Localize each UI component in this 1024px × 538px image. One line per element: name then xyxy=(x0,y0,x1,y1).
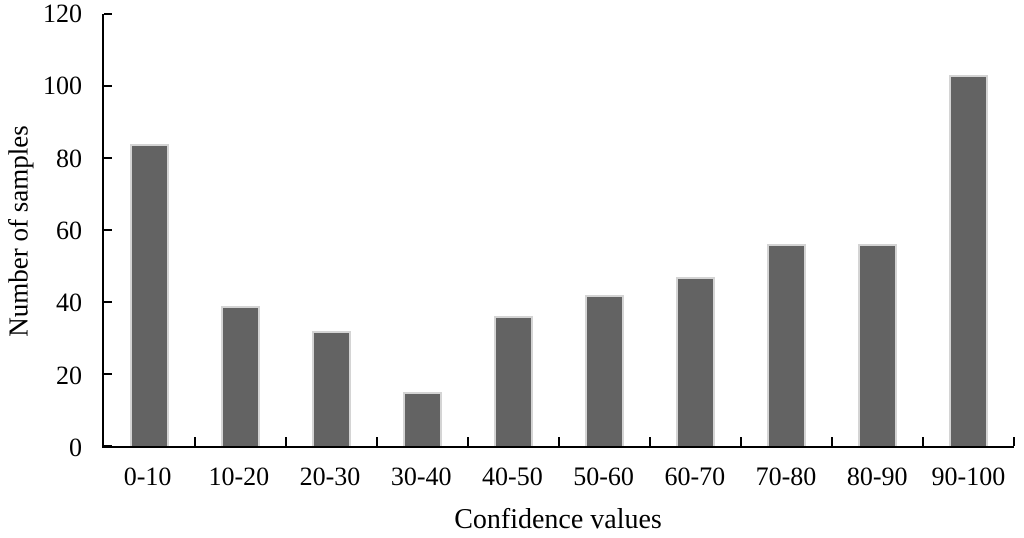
x-axis-tick-label: 20-30 xyxy=(299,462,361,491)
y-axis-tick xyxy=(104,300,112,304)
x-axis-tick xyxy=(284,437,288,446)
x-axis-tick xyxy=(648,437,652,446)
y-axis-tick-labels: 0 20 40 60 80 100 120 xyxy=(0,0,82,462)
y-axis-tick-label: 40 xyxy=(56,288,82,318)
x-axis-tick-label: 80-90 xyxy=(846,462,908,491)
y-axis-tick xyxy=(104,12,112,16)
x-axis-tick-label: 30-40 xyxy=(390,462,452,491)
x-axis-title: Confidence values xyxy=(454,504,662,535)
x-axis-tick xyxy=(739,437,743,446)
bar-60-70 xyxy=(675,276,716,446)
plot-area xyxy=(102,12,1016,448)
x-axis-tick-label: 40-50 xyxy=(482,462,543,491)
y-axis-tick xyxy=(104,84,112,88)
x-axis-tick xyxy=(557,437,561,446)
y-axis-tick xyxy=(104,444,112,448)
bar-0-10 xyxy=(129,143,170,446)
y-axis-tick-label: 100 xyxy=(43,71,82,101)
y-axis-tick-label: 0 xyxy=(69,433,82,462)
bar-10-20 xyxy=(220,305,261,446)
x-axis-tick-label: 50-60 xyxy=(573,462,634,491)
x-axis-tick-label: 90-100 xyxy=(931,462,1006,491)
x-axis-tick xyxy=(375,437,379,446)
x-axis-tick-label: 10-20 xyxy=(208,462,270,491)
x-axis-tick-label: 0-10 xyxy=(123,462,172,491)
bar-80-90 xyxy=(857,244,898,446)
x-axis-tick xyxy=(830,437,834,446)
x-axis-tick xyxy=(193,437,197,446)
x-axis-tick xyxy=(921,437,925,446)
y-axis-tick xyxy=(104,156,112,160)
y-axis-tick xyxy=(104,372,112,376)
bar-90-100 xyxy=(948,75,989,446)
y-axis-tick-label: 20 xyxy=(56,360,82,390)
y-axis-tick-label: 120 xyxy=(43,0,82,28)
y-axis-tick-label: 60 xyxy=(56,216,82,245)
bar-50-60 xyxy=(584,294,625,446)
bar-30-40 xyxy=(402,392,443,446)
x-axis-tick-labels: 0-10 10-20 20-30 30-40 40-50 50-60 60-70 70-80 8… xyxy=(102,460,1014,494)
bar-20-30 xyxy=(311,330,352,446)
x-axis-tick xyxy=(466,437,470,446)
x-axis-tick xyxy=(1012,437,1016,446)
bar-70-80 xyxy=(766,244,807,446)
y-axis-tick-label: 80 xyxy=(56,143,82,173)
x-axis-tick-label: 60-70 xyxy=(664,462,726,491)
y-axis-tick xyxy=(104,228,112,232)
x-axis-tick-label: 70-80 xyxy=(755,462,817,491)
bar-40-50 xyxy=(493,316,534,446)
